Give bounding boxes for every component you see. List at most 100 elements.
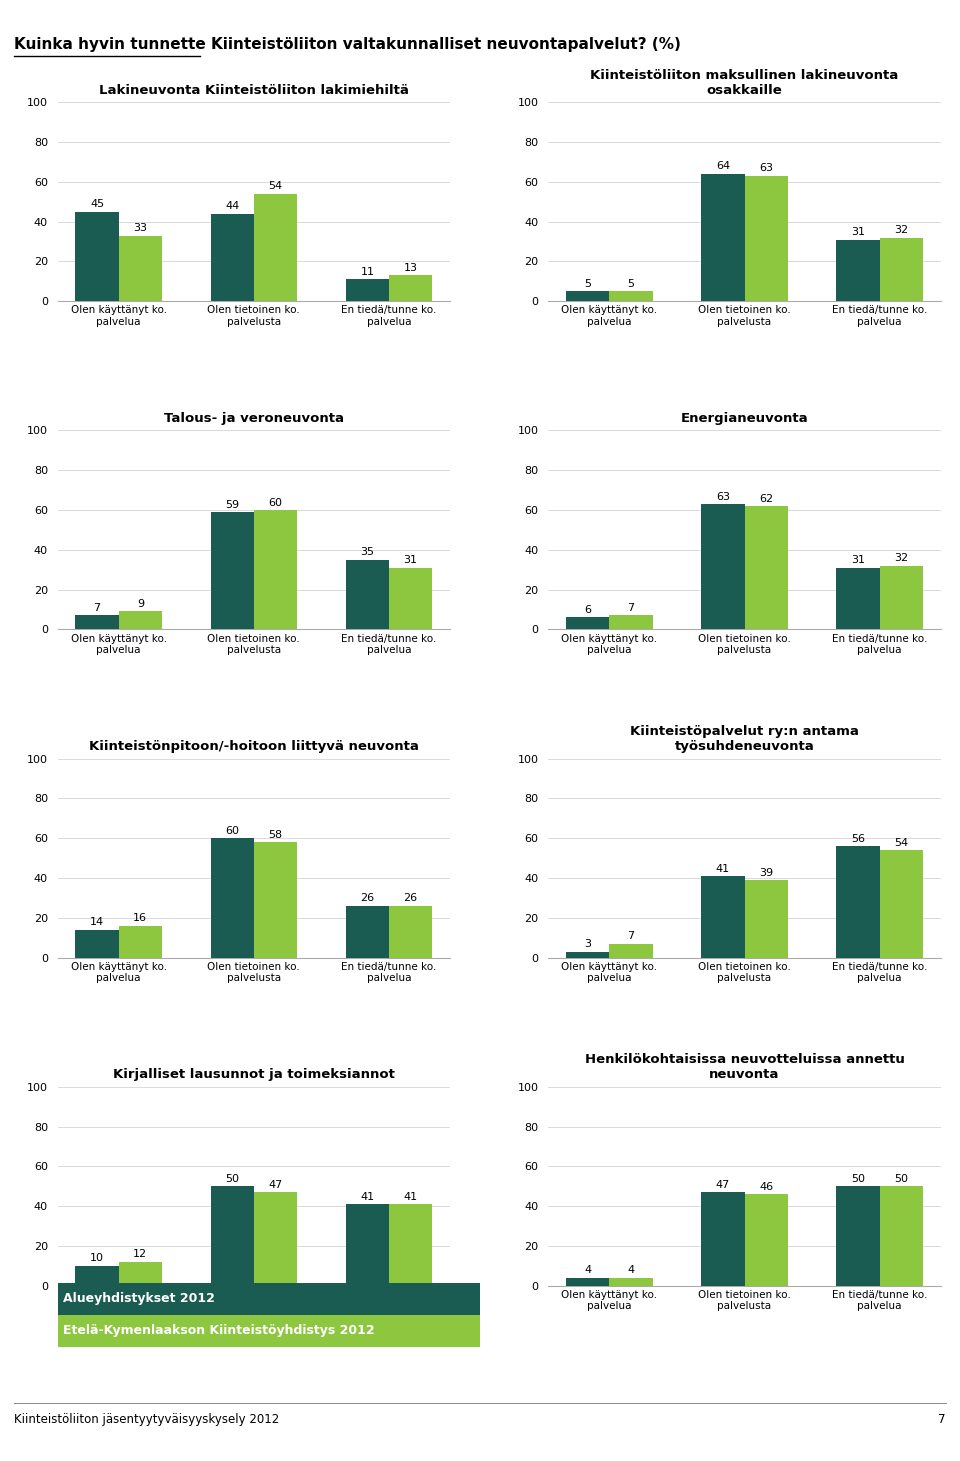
Bar	[389, 275, 432, 301]
Bar	[210, 839, 253, 957]
Text: 44: 44	[225, 202, 239, 212]
Text: 58: 58	[269, 830, 282, 840]
Text: 62: 62	[759, 494, 773, 504]
Text: 7: 7	[628, 603, 635, 614]
Bar	[253, 510, 298, 630]
Bar	[210, 213, 253, 301]
Bar	[610, 291, 653, 301]
Text: 7: 7	[938, 1413, 946, 1426]
Text: 39: 39	[759, 868, 773, 878]
Text: Kiinteistöliiton jäsentyytyväisyyskysely 2012: Kiinteistöliiton jäsentyytyväisyyskysely…	[14, 1413, 279, 1426]
Text: 47: 47	[716, 1180, 730, 1189]
Text: 54: 54	[269, 181, 282, 191]
Text: 16: 16	[133, 913, 147, 923]
Bar	[119, 1262, 162, 1286]
Bar	[879, 565, 923, 630]
Title: Energianeuvonta: Energianeuvonta	[681, 412, 808, 425]
Bar	[346, 1204, 389, 1286]
Text: 50: 50	[895, 1173, 908, 1183]
Text: 31: 31	[852, 555, 865, 565]
Bar	[566, 291, 610, 301]
Text: 59: 59	[226, 500, 239, 510]
Text: 6: 6	[585, 605, 591, 615]
Text: 13: 13	[403, 263, 418, 273]
Text: 3: 3	[585, 939, 591, 950]
Title: Henkilökohtaisissa neuvotteluissa annettu
neuvonta: Henkilökohtaisissa neuvotteluissa annett…	[585, 1053, 904, 1081]
Title: Kiinteistöpalvelut ry:n antama
työsuhdeneuvonta: Kiinteistöpalvelut ry:n antama työsuhden…	[630, 725, 859, 754]
Text: Kuinka hyvin tunnette Kiinteistöliiton valtakunnalliset neuvontapalvelut? (%): Kuinka hyvin tunnette Kiinteistöliiton v…	[14, 37, 682, 51]
Text: 5: 5	[628, 279, 635, 289]
Text: 26: 26	[360, 894, 374, 903]
Text: 14: 14	[90, 918, 104, 928]
Bar	[745, 1194, 788, 1286]
Text: 33: 33	[133, 224, 147, 234]
Text: 54: 54	[895, 837, 908, 847]
Bar	[610, 1278, 653, 1286]
Bar	[76, 615, 119, 630]
Text: 10: 10	[90, 1254, 104, 1264]
Text: 47: 47	[269, 1180, 282, 1189]
Title: Talous- ja veroneuvonta: Talous- ja veroneuvonta	[164, 412, 344, 425]
Bar	[745, 506, 788, 630]
Text: 12: 12	[133, 1249, 148, 1259]
Bar	[389, 1204, 432, 1286]
Bar	[879, 238, 923, 301]
Text: 4: 4	[628, 1265, 635, 1275]
Text: 26: 26	[403, 894, 418, 903]
Bar	[610, 615, 653, 630]
Bar	[253, 842, 298, 957]
Bar	[701, 877, 745, 957]
Bar	[119, 235, 162, 301]
Title: Lakineuvonta Kiinteistöliiton lakimiehiltä: Lakineuvonta Kiinteistöliiton lakimiehil…	[99, 83, 409, 96]
Bar	[836, 240, 879, 301]
Bar	[76, 1265, 119, 1286]
Text: Etelä-Kymenlaakson Kiinteistöyhdistys 2012: Etelä-Kymenlaakson Kiinteistöyhdistys 20…	[62, 1325, 374, 1337]
Bar	[836, 568, 879, 630]
Bar	[610, 944, 653, 957]
Text: 7: 7	[628, 931, 635, 941]
Bar	[701, 174, 745, 301]
Text: 35: 35	[360, 548, 374, 557]
Text: 60: 60	[269, 498, 282, 507]
Title: Kiinteistöliiton maksullinen lakineuvonta
osakkaille: Kiinteistöliiton maksullinen lakineuvont…	[590, 69, 899, 96]
Text: 41: 41	[403, 1192, 418, 1202]
Text: Alueyhdistykset 2012: Alueyhdistykset 2012	[62, 1293, 214, 1305]
Bar	[76, 212, 119, 301]
Text: 63: 63	[759, 164, 773, 174]
Bar	[879, 850, 923, 957]
Text: 46: 46	[759, 1182, 773, 1192]
Title: Kiinteistönpitoon/-hoitoon liittyvä neuvonta: Kiinteistönpitoon/-hoitoon liittyvä neuv…	[89, 741, 419, 754]
Bar	[745, 880, 788, 957]
Bar	[389, 906, 432, 957]
Bar	[836, 1186, 879, 1286]
Bar	[346, 560, 389, 630]
Bar	[253, 1192, 298, 1286]
Text: 4: 4	[585, 1265, 591, 1275]
Bar	[566, 1278, 610, 1286]
Bar	[210, 511, 253, 630]
Text: 64: 64	[716, 162, 730, 171]
Bar	[745, 175, 788, 301]
Text: 31: 31	[852, 226, 865, 237]
Text: 60: 60	[226, 825, 239, 836]
Bar	[346, 279, 389, 301]
Bar	[701, 1192, 745, 1286]
Text: 31: 31	[403, 555, 418, 565]
Text: 45: 45	[90, 199, 104, 209]
Bar	[389, 568, 432, 630]
Bar	[58, 1283, 480, 1315]
Bar	[836, 846, 879, 957]
Bar	[119, 926, 162, 957]
Bar	[701, 504, 745, 630]
Text: 9: 9	[136, 599, 144, 609]
Text: 50: 50	[852, 1173, 865, 1183]
Bar	[253, 194, 298, 301]
Text: 50: 50	[226, 1173, 239, 1183]
Text: 7: 7	[93, 603, 101, 614]
Bar	[210, 1186, 253, 1286]
Bar	[58, 1315, 480, 1347]
Bar	[566, 618, 610, 630]
Bar	[76, 929, 119, 957]
Text: 41: 41	[360, 1192, 374, 1202]
Text: 32: 32	[895, 554, 908, 564]
